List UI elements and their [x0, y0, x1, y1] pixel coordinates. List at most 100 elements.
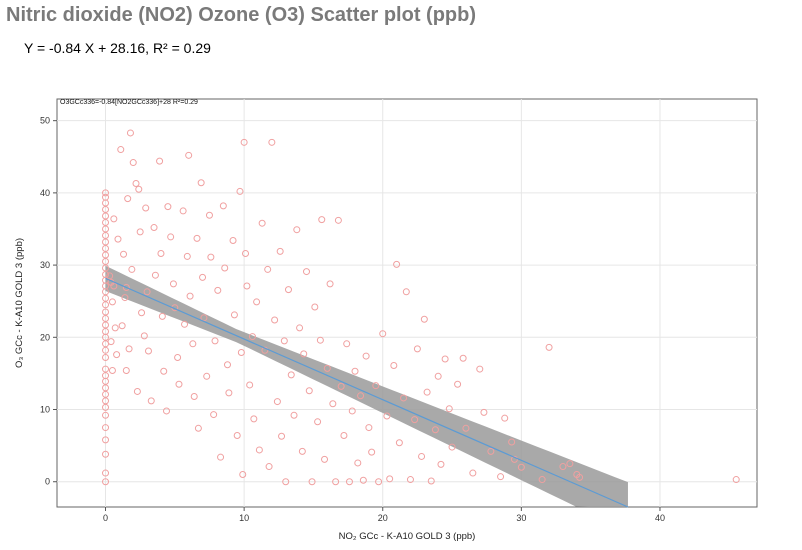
- confidence-band-area: [105, 265, 628, 507]
- data-point: [242, 250, 250, 258]
- y-tick-label: 10: [40, 405, 50, 415]
- data-point: [203, 372, 211, 380]
- data-point: [538, 476, 546, 484]
- data-point: [293, 226, 301, 234]
- data-point: [160, 367, 168, 375]
- data-point: [223, 361, 231, 369]
- data-point: [487, 447, 495, 455]
- data-point: [253, 298, 261, 306]
- data-point: [243, 282, 251, 290]
- data-point: [248, 333, 256, 341]
- data-point: [185, 151, 193, 159]
- data-point: [508, 438, 516, 446]
- data-point: [118, 322, 126, 330]
- data-point: [264, 265, 272, 273]
- data-point: [181, 320, 189, 328]
- data-point: [566, 460, 574, 468]
- data-point: [179, 207, 187, 215]
- data-point: [476, 365, 484, 373]
- data-point: [296, 324, 304, 332]
- data-point: [314, 418, 322, 426]
- data-point: [193, 234, 201, 242]
- data-point: [282, 478, 290, 486]
- data-point: [368, 448, 376, 456]
- data-point: [144, 347, 152, 355]
- data-point: [110, 282, 118, 290]
- data-point: [323, 364, 331, 372]
- data-point: [318, 216, 326, 224]
- data-point: [273, 398, 281, 406]
- data-point: [265, 463, 273, 471]
- data-point: [143, 288, 151, 296]
- data-point: [102, 450, 110, 458]
- data-point: [431, 426, 439, 434]
- data-point: [133, 387, 141, 395]
- data-point: [194, 424, 202, 432]
- data-point: [402, 288, 410, 296]
- data-point: [365, 424, 373, 432]
- data-point: [501, 414, 509, 422]
- data-point: [128, 265, 136, 273]
- confidence-band: [105, 265, 628, 507]
- data-point: [437, 460, 445, 468]
- data-point: [102, 478, 110, 486]
- data-point: [150, 224, 158, 232]
- data-point: [362, 352, 370, 360]
- data-point: [271, 316, 279, 324]
- data-point: [142, 204, 150, 212]
- fit-line: [105, 277, 629, 508]
- data-point: [174, 354, 182, 362]
- data-point: [445, 405, 453, 413]
- data-point: [326, 280, 334, 288]
- data-point: [329, 400, 337, 408]
- data-point: [108, 367, 116, 375]
- data-point: [351, 367, 359, 375]
- y-tick-label: 40: [40, 188, 50, 198]
- data-point: [372, 382, 380, 390]
- data-point: [311, 303, 319, 311]
- data-point: [354, 459, 362, 467]
- data-point: [441, 355, 449, 363]
- data-points: [102, 129, 740, 486]
- data-point: [122, 367, 130, 375]
- data-point: [132, 179, 140, 187]
- data-point: [102, 189, 110, 197]
- data-point: [459, 354, 467, 362]
- data-point: [124, 195, 132, 203]
- data-point: [400, 394, 408, 402]
- data-point: [276, 247, 284, 255]
- data-point: [517, 463, 525, 471]
- data-point: [308, 478, 316, 486]
- data-point: [375, 478, 383, 486]
- data-point: [167, 233, 175, 241]
- data-point: [454, 380, 462, 388]
- data-point: [406, 476, 414, 484]
- data-point: [383, 412, 391, 420]
- data-point: [287, 371, 295, 379]
- data-point: [343, 340, 351, 348]
- data-point: [427, 477, 435, 485]
- data-point: [239, 471, 247, 479]
- data-point: [469, 469, 477, 477]
- data-point: [462, 424, 470, 432]
- data-point: [348, 407, 356, 415]
- data-point: [337, 382, 345, 390]
- data-point: [102, 354, 110, 362]
- data-point: [413, 345, 421, 353]
- data-point: [102, 436, 110, 444]
- data-point: [290, 411, 298, 419]
- data-point: [107, 338, 115, 346]
- plot-area-frame: [56, 98, 758, 508]
- data-point: [379, 330, 387, 338]
- data-point: [211, 337, 219, 345]
- data-point: [321, 455, 329, 463]
- x-tick-label: 20: [378, 513, 388, 523]
- data-point: [102, 193, 110, 201]
- data-point: [576, 473, 584, 481]
- data-point: [559, 463, 567, 471]
- data-point: [411, 416, 419, 424]
- x-axis-ticks: 0 10 20 30 40: [103, 507, 665, 523]
- data-point: [345, 478, 353, 486]
- data-point: [102, 424, 110, 432]
- data-point: [102, 411, 110, 419]
